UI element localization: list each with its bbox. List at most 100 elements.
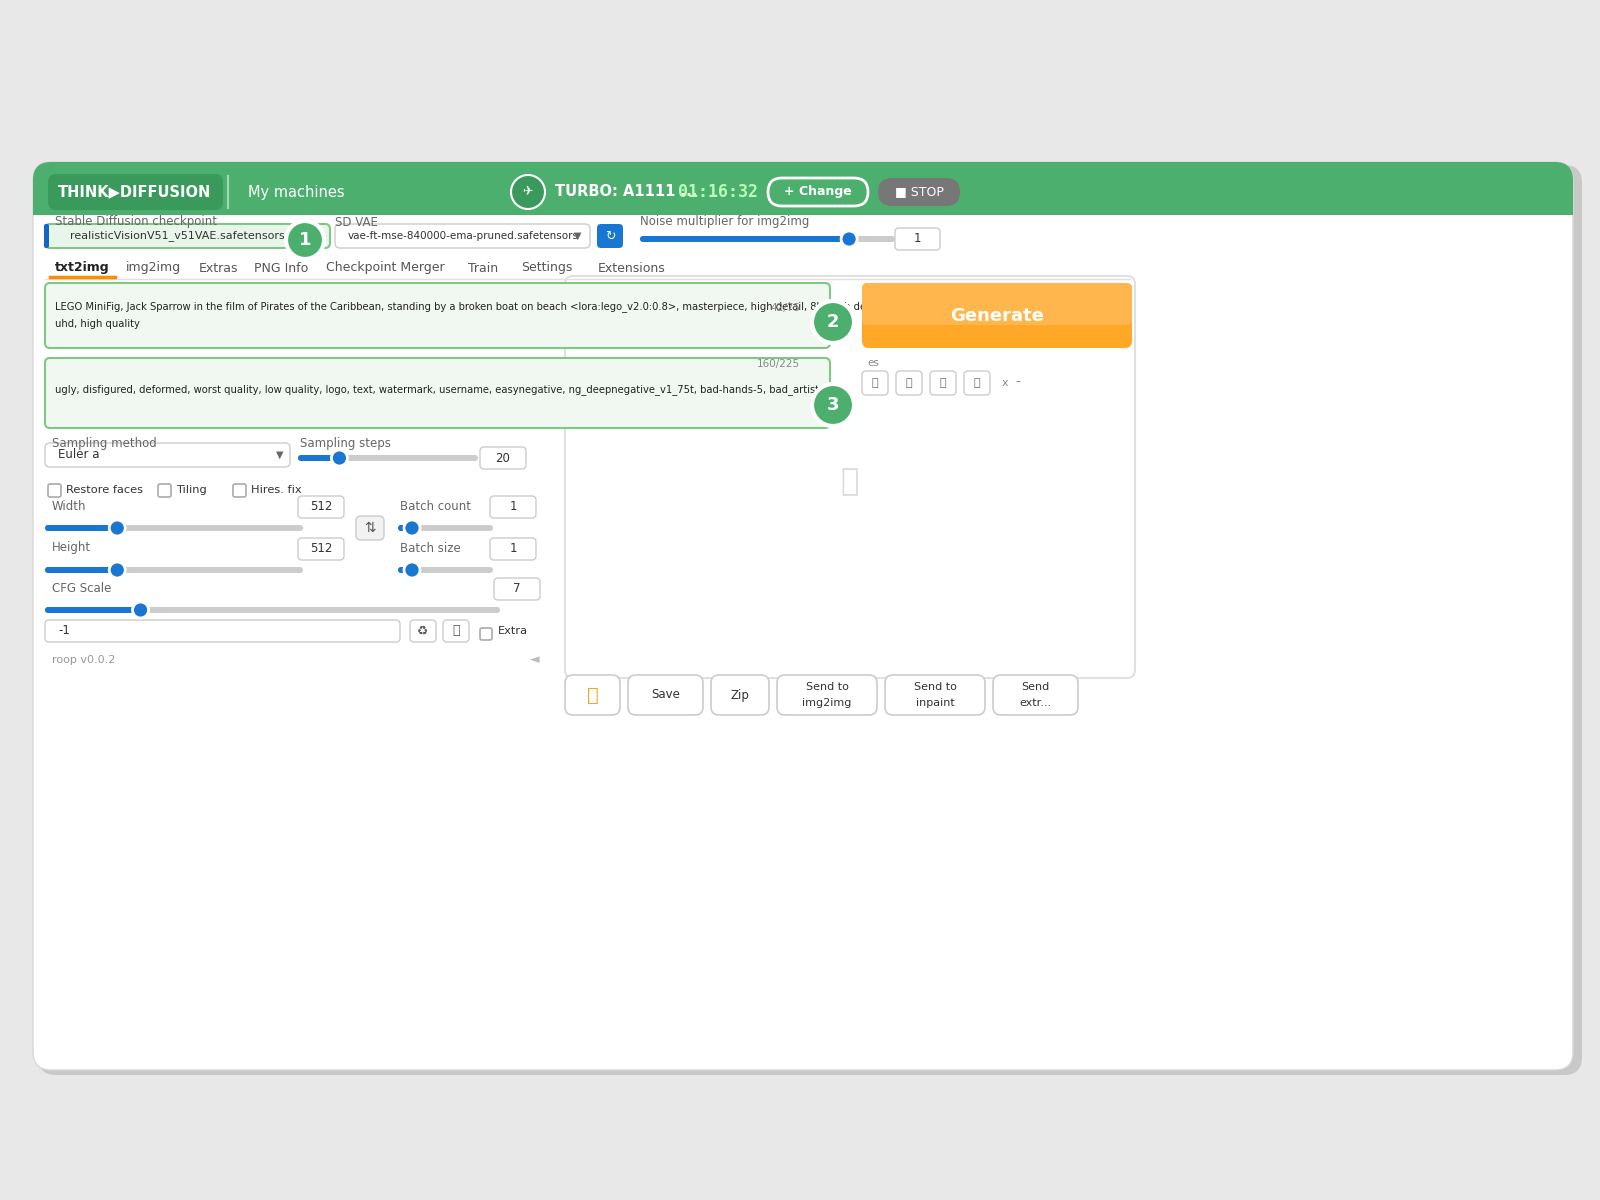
Text: ▼: ▼ [574,230,582,241]
Text: Extra: Extra [498,626,528,636]
Text: Save: Save [651,689,680,702]
FancyBboxPatch shape [45,283,830,348]
FancyBboxPatch shape [398,526,493,530]
Text: Sampling method: Sampling method [51,437,157,450]
FancyBboxPatch shape [896,371,922,395]
FancyBboxPatch shape [640,236,850,242]
Text: img2img: img2img [802,698,851,708]
FancyBboxPatch shape [334,224,590,248]
Text: + Change: + Change [784,186,851,198]
Text: 42/75: 42/75 [770,302,800,313]
Text: 2: 2 [827,313,840,331]
FancyBboxPatch shape [45,443,290,467]
Text: Sampling steps: Sampling steps [301,437,390,450]
Text: Seed: Seed [51,619,82,632]
Text: ▼: ▼ [277,450,283,460]
FancyBboxPatch shape [234,484,246,497]
Text: Restore faces: Restore faces [66,485,142,494]
Text: Extras: Extras [198,262,238,275]
FancyBboxPatch shape [862,283,1133,348]
Text: Settings: Settings [522,262,573,275]
Text: Euler a: Euler a [58,449,99,462]
Text: 📋: 📋 [906,378,912,388]
Text: 📄: 📄 [939,378,946,388]
Circle shape [403,562,419,578]
Text: realisticVisionV51_v51VAE.safetensors: realisticVisionV51_v51VAE.safetensors [70,230,285,241]
Text: ■ STOP: ■ STOP [894,186,944,198]
Text: inpaint: inpaint [915,698,954,708]
Text: 🗑: 🗑 [872,378,878,388]
FancyBboxPatch shape [930,371,957,395]
FancyBboxPatch shape [494,578,541,600]
FancyBboxPatch shape [963,371,990,395]
Text: PNG Info: PNG Info [254,262,309,275]
Text: 512: 512 [310,542,333,556]
FancyBboxPatch shape [398,566,413,572]
Text: Send: Send [1021,682,1050,692]
FancyBboxPatch shape [34,162,1573,200]
Text: ◄: ◄ [530,654,539,666]
FancyBboxPatch shape [480,446,526,469]
FancyBboxPatch shape [778,674,877,715]
FancyBboxPatch shape [298,538,344,560]
FancyBboxPatch shape [298,455,339,461]
Bar [34,182,1573,215]
Text: Train: Train [467,262,498,275]
FancyBboxPatch shape [45,224,50,248]
Text: ⇅: ⇅ [365,521,376,535]
Text: roop v0.0.2: roop v0.0.2 [51,655,115,665]
Text: 📂: 📂 [587,685,598,704]
FancyBboxPatch shape [878,178,960,206]
Text: 7: 7 [514,582,520,595]
FancyBboxPatch shape [480,628,493,640]
Text: 3: 3 [827,396,840,414]
FancyBboxPatch shape [48,484,61,497]
FancyBboxPatch shape [490,538,536,560]
Text: uhd, high quality: uhd, high quality [54,319,139,329]
Circle shape [813,384,854,426]
FancyBboxPatch shape [862,283,1133,325]
FancyBboxPatch shape [410,620,435,642]
Text: Zip: Zip [731,689,749,702]
Text: Checkpoint Merger: Checkpoint Merger [326,262,445,275]
Circle shape [109,562,125,578]
FancyBboxPatch shape [38,164,1582,1075]
Text: ↻: ↻ [605,229,616,242]
Text: LEGO MiniFig, Jack Sparrow in the film of Pirates of the Caribbean, standing by : LEGO MiniFig, Jack Sparrow in the film o… [54,301,936,312]
Text: 512: 512 [310,500,333,514]
FancyBboxPatch shape [45,607,141,613]
Text: 💾: 💾 [974,378,981,388]
FancyBboxPatch shape [640,236,894,242]
FancyBboxPatch shape [45,620,400,642]
Text: img2img: img2img [126,262,181,275]
Text: es: es [867,358,878,368]
FancyBboxPatch shape [355,516,384,540]
FancyBboxPatch shape [710,674,770,715]
FancyBboxPatch shape [862,371,888,395]
Circle shape [510,175,546,209]
Circle shape [109,520,125,536]
Text: 20: 20 [496,451,510,464]
FancyBboxPatch shape [627,674,702,715]
Text: Tiling: Tiling [176,485,206,494]
Text: txt2img: txt2img [54,262,110,275]
FancyBboxPatch shape [45,358,830,428]
Circle shape [403,520,419,536]
FancyBboxPatch shape [48,174,222,210]
Text: ugly, disfigured, deformed, worst quality, low quality, logo, text, watermark, u: ugly, disfigured, deformed, worst qualit… [54,384,819,396]
FancyBboxPatch shape [994,674,1078,715]
Text: Width: Width [51,499,86,512]
Text: Send to: Send to [914,682,957,692]
Text: Batch size: Batch size [400,541,461,554]
FancyBboxPatch shape [45,526,302,530]
Text: ♻: ♻ [418,624,429,637]
Text: -1: -1 [58,624,70,637]
Text: Noise multiplier for img2img: Noise multiplier for img2img [640,216,810,228]
Text: TURBO: A1111 ...: TURBO: A1111 ... [555,185,698,199]
Text: CFG Scale: CFG Scale [51,582,112,594]
Text: Extensions: Extensions [598,262,666,275]
Text: 01:16:32: 01:16:32 [678,182,758,200]
Circle shape [286,221,323,259]
Text: x: x [1002,378,1008,388]
FancyBboxPatch shape [45,526,117,530]
